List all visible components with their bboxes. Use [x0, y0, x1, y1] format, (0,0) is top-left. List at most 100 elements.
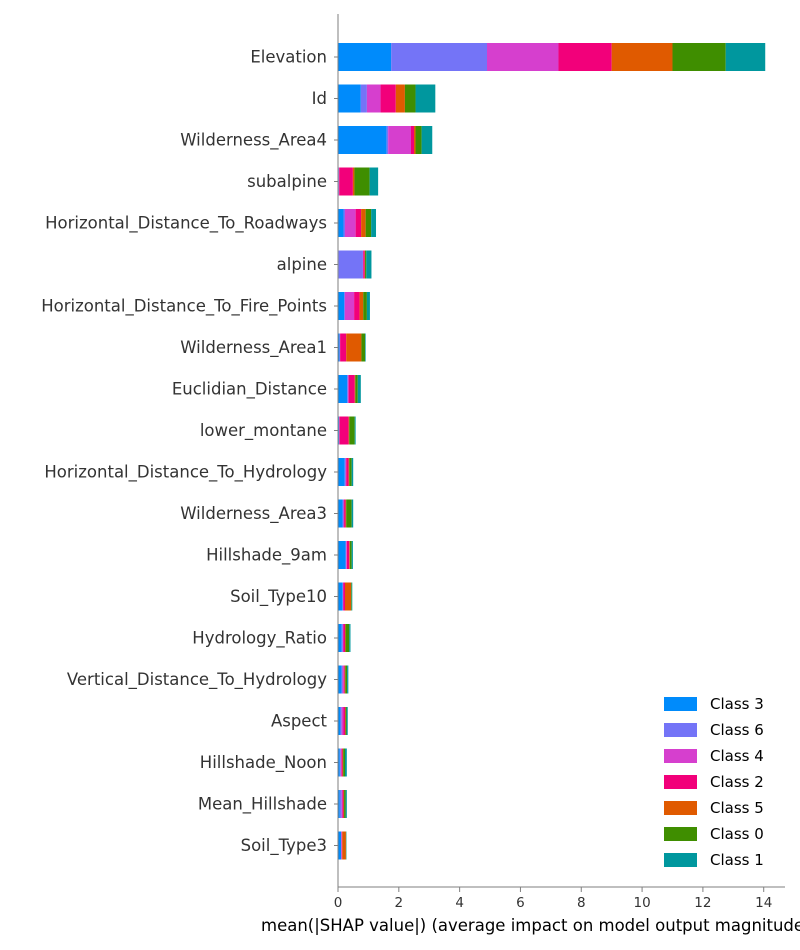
- bar-horizontal-distance-to-hydrology-class-3: [338, 458, 345, 486]
- bar-euclidian-distance-class-5: [354, 375, 356, 403]
- bar-soil-type10-class-1: [351, 582, 353, 611]
- bar-wilderness-area1-class-5: [346, 333, 362, 362]
- category-label-horizontal-distance-to-roadways: Horizontal_Distance_To_Roadways: [45, 214, 327, 234]
- bar-lower-montane-class-2: [339, 416, 349, 445]
- bar-horizontal-distance-to-hydrology-class-1: [351, 458, 354, 486]
- bar-hillshade-noon-class-0: [343, 748, 345, 777]
- bar-hillshade-9am-class-2: [346, 541, 350, 569]
- category-labels: Elevation Id Wilderness_Area4 subalpine Hori…: [41, 48, 338, 856]
- bar-hydrology-ratio-class-6: [341, 624, 343, 652]
- legend-label-class-1: Class 1: [710, 851, 764, 869]
- category-label-id: Id: [312, 89, 327, 108]
- bar-id-class-6: [360, 84, 367, 113]
- bar-subalpine-class-5: [352, 167, 355, 196]
- bar-wilderness-area4-class-0: [415, 126, 422, 154]
- bar-wilderness-area3-class-4: [343, 499, 345, 528]
- x-tick-label: 2: [395, 895, 404, 911]
- bar-mean-hillshade-class-1: [345, 790, 347, 818]
- bar-lower-montane-class-5: [348, 416, 350, 445]
- legend-swatch-class-5: [664, 801, 697, 815]
- bar-hillshade-noon-class-6: [339, 748, 341, 777]
- category-label-elevation: Elevation: [250, 48, 327, 67]
- x-tick-label: 0: [334, 895, 343, 911]
- bar-aspect-class-6: [340, 707, 342, 735]
- bar-subalpine-class-0: [354, 167, 370, 196]
- bar-aspect-class-5: [344, 707, 346, 735]
- x-tick-label: 6: [516, 895, 525, 911]
- bar-soil-type3-class-2: [341, 831, 343, 860]
- bar-wilderness-area3-class-2: [344, 499, 346, 528]
- bar-wilderness-area3-class-0: [346, 499, 352, 528]
- bar-elevation-class-3: [338, 43, 392, 71]
- category-label-hydrology-ratio: Hydrology_Ratio: [192, 629, 327, 649]
- legend-label-class-3: Class 3: [710, 695, 764, 713]
- legend-label-class-0: Class 0: [710, 825, 764, 843]
- bar-alpine-class-6: [338, 250, 363, 279]
- bar-wilderness-area4-class-2: [410, 126, 415, 154]
- bar-horizontal-distance-to-roadways-class-3: [338, 209, 344, 237]
- bar-horizontal-distance-to-roadways-class-1: [371, 209, 377, 237]
- bar-hydrology-ratio-class-2: [343, 624, 345, 652]
- bar-hillshade-9am-class-6: [345, 541, 347, 569]
- bar-hillshade-noon-class-4: [340, 748, 342, 777]
- legend-label-class-5: Class 5: [710, 799, 764, 817]
- bar-id-class-3: [338, 84, 361, 113]
- legend-label-class-2: Class 2: [710, 773, 764, 791]
- bar-horizontal-distance-to-hydrology-class-4: [345, 458, 347, 486]
- bar-elevation-class-6: [391, 43, 487, 71]
- x-tick-label: 14: [755, 895, 772, 911]
- bar-horizontal-distance-to-roadways-class-6: [343, 209, 345, 237]
- bar-euclidian-distance-class-1: [357, 375, 361, 403]
- bar-horizontal-distance-to-fire-points-class-3: [338, 292, 345, 320]
- category-label-soil-type10: Soil_Type10: [230, 587, 327, 607]
- bar-hillshade-noon-class-2: [341, 748, 343, 777]
- category-label-aspect: Aspect: [271, 712, 328, 731]
- bar-id-class-5: [395, 84, 405, 113]
- bar-vertical-distance-to-hydrology-class-1: [347, 665, 349, 694]
- category-label-hillshade-9am: Hillshade_9am: [206, 546, 327, 566]
- bar-soil-type3-class-5: [342, 831, 346, 860]
- bar-vertical-distance-to-hydrology-class-0: [345, 665, 348, 694]
- bars-layer: [338, 43, 766, 860]
- bar-id-class-0: [404, 84, 416, 113]
- bar-horizontal-distance-to-hydrology-class-6: [344, 458, 346, 486]
- bar-elevation-class-1: [725, 43, 766, 71]
- bar-horizontal-distance-to-hydrology-class-0: [349, 458, 352, 486]
- bar-euclidian-distance-class-3: [338, 375, 348, 403]
- bar-aspect-class-0: [345, 707, 347, 735]
- bar-aspect-class-2: [343, 707, 345, 735]
- bar-horizontal-distance-to-hydrology-class-5: [348, 458, 350, 486]
- category-label-wilderness-area1: Wilderness_Area1: [180, 338, 327, 358]
- bar-alpine-class-0: [365, 250, 367, 279]
- bar-elevation-class-5: [611, 43, 673, 71]
- x-axis-label: mean(|SHAP value|) (average impact on mo…: [261, 916, 800, 935]
- bar-hillshade-noon-class-1: [344, 748, 347, 777]
- bar-horizontal-distance-to-fire-points-class-5: [359, 292, 364, 320]
- bar-wilderness-area1-class-0: [361, 333, 366, 362]
- bar-wilderness-area3-class-5: [345, 499, 347, 528]
- bar-lower-montane-class-0: [349, 416, 355, 445]
- legend-label-class-4: Class 4: [710, 747, 764, 765]
- bar-hydrology-ratio-class-1: [349, 624, 351, 652]
- bar-lower-montane-class-1: [354, 416, 356, 445]
- legend-label-class-6: Class 6: [710, 721, 764, 739]
- legend-swatch-class-3: [664, 697, 697, 711]
- bar-horizontal-distance-to-fire-points-class-2: [354, 292, 360, 320]
- category-label-euclidian-distance: Euclidian_Distance: [172, 380, 327, 400]
- bar-id-class-1: [415, 84, 436, 113]
- x-tick-label: 8: [577, 895, 586, 911]
- bar-mean-hillshade-class-2: [342, 790, 344, 818]
- bar-hillshade-9am-class-3: [338, 541, 346, 569]
- bar-hillshade-9am-class-1: [351, 541, 353, 569]
- bar-alpine-class-1: [366, 250, 372, 279]
- bar-mean-hillshade-class-6: [339, 790, 342, 818]
- bar-subalpine-class-1: [369, 167, 379, 196]
- category-label-soil-type3: Soil_Type3: [241, 836, 327, 856]
- x-axis-ticks: 0 2 4 6 8 10 12 14: [334, 887, 772, 911]
- bar-alpine-class-2: [363, 250, 365, 279]
- category-label-lower-montane: lower_montane: [200, 421, 327, 441]
- bar-vertical-distance-to-hydrology-class-2: [343, 665, 345, 694]
- category-label-horizontal-distance-to-hydrology: Horizontal_Distance_To_Hydrology: [44, 463, 327, 483]
- bar-horizontal-distance-to-roadways-class-5: [361, 209, 366, 237]
- bar-horizontal-distance-to-roadways-class-4: [344, 209, 356, 237]
